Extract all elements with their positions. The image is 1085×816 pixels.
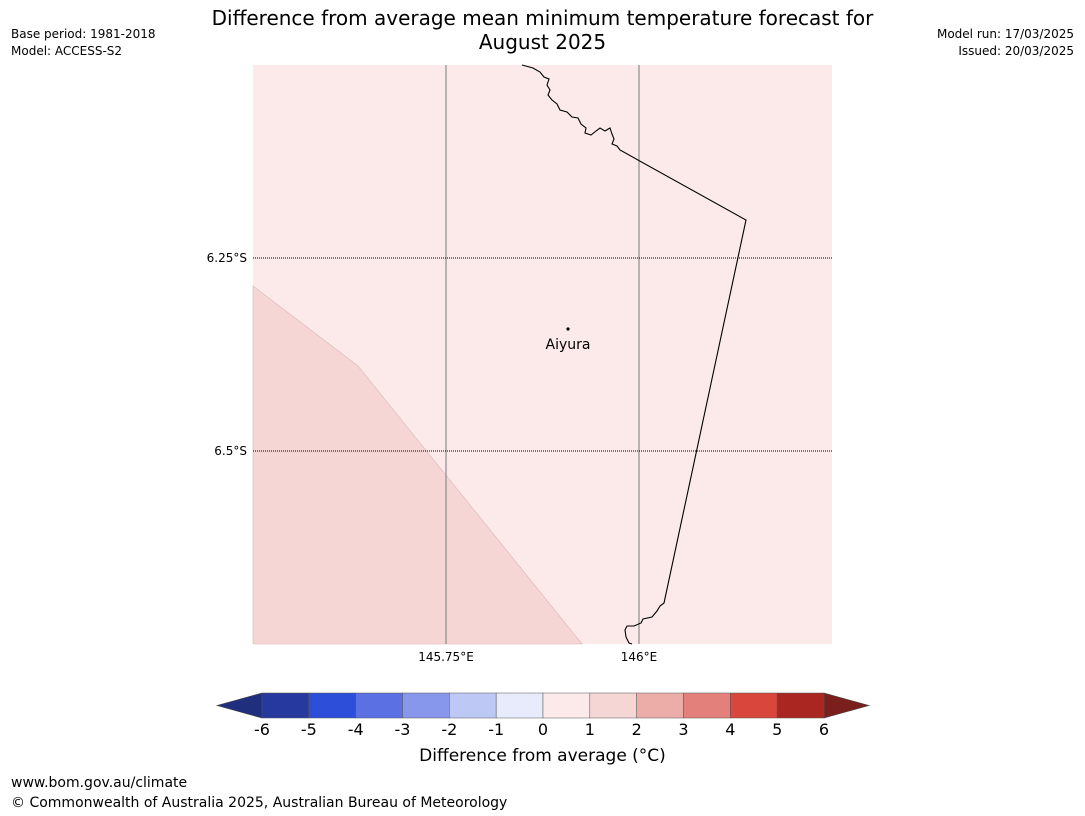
lon-label-145-75: 145.75°E: [418, 650, 474, 664]
colorbar-tick-label: -2: [441, 720, 457, 739]
colorbar-tick-label: 2: [632, 720, 642, 739]
anomaly-shade-region: [252, 285, 583, 645]
meta-left: Base period: 1981-2018 Model: ACCESS-S2: [11, 26, 156, 60]
forecast-map: Aiyura 6.25°S 6.5°S 145.75°E 146°E: [207, 64, 832, 664]
colorbar-ticks: -6 -5 -4 -3 -2 -1 0 1 2 3 4 5 6: [254, 720, 829, 739]
colorbar-tick-label: 6: [819, 720, 829, 739]
colorbar: -6 -5 -4 -3 -2 -1 0 1 2 3 4 5 6: [215, 692, 871, 739]
aiyura-marker: [566, 327, 570, 331]
colorbar-segment: [449, 692, 497, 719]
colorbar-tick-label: 1: [585, 720, 595, 739]
footer-copyright: © Commonwealth of Australia 2025, Austra…: [11, 795, 508, 811]
colorbar-under-arrow: [215, 692, 263, 719]
colorbar-tick-label: -6: [254, 720, 270, 739]
colorbar-segment: [355, 692, 403, 719]
lat-label-6-25: 6.25°S: [207, 251, 247, 265]
lon-label-146: 146°E: [621, 650, 658, 664]
model-text: Model: ACCESS-S2: [11, 44, 123, 58]
base-period-text: Base period: 1981-2018: [11, 27, 156, 41]
colorbar-segment: [730, 692, 778, 719]
colorbar-tick-label: 0: [538, 720, 548, 739]
colorbar-tick-label: -4: [348, 720, 364, 739]
colorbar-over-arrow: [823, 692, 871, 719]
colorbar-tick-label: -1: [488, 720, 504, 739]
issued-text: Issued: 20/03/2025: [958, 44, 1074, 58]
aiyura-label: Aiyura: [546, 337, 591, 353]
colorbar-segment: [542, 692, 591, 719]
colorbar-tick-label: 3: [678, 720, 688, 739]
colorbar-segment: [636, 692, 684, 719]
colorbar-segment: [495, 692, 544, 719]
title-line-2: August 2025: [478, 30, 607, 54]
colorbar-segment: [261, 692, 310, 719]
colorbar-tick-label: -3: [395, 720, 411, 739]
colorbar-segment: [589, 692, 637, 719]
colorbar-tick-label: 5: [772, 720, 782, 739]
colorbar-segment: [683, 692, 731, 719]
model-run-text: Model run: 17/03/2025: [936, 27, 1074, 41]
colorbar-segment: [776, 692, 825, 719]
colorbar-segments: [261, 692, 825, 719]
colorbar-segment: [308, 692, 356, 719]
title-line-1: Difference from average mean minimum tem…: [211, 6, 874, 30]
meta-right: Model run: 17/03/2025 Issued: 20/03/2025: [937, 26, 1074, 60]
colorbar-tick-label: 4: [725, 720, 735, 739]
colorbar-tick-label: -5: [301, 720, 317, 739]
lat-label-6-5: 6.5°S: [214, 444, 247, 458]
footer-url[interactable]: www.bom.gov.au/climate: [11, 775, 188, 791]
colorbar-segment: [402, 692, 450, 719]
province-boundary: [521, 64, 747, 645]
map-title: Difference from average mean minimum tem…: [0, 6, 1085, 54]
colorbar-label: Difference from average (°C): [419, 746, 666, 766]
